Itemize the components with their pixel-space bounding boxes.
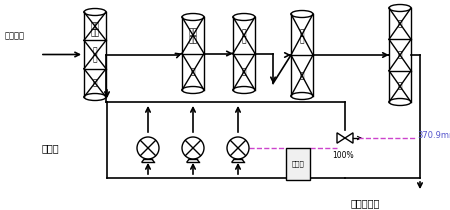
Text: 器: 器	[300, 71, 304, 80]
Text: 脱: 脱	[300, 28, 304, 37]
Text: 洗: 洗	[398, 19, 402, 28]
Text: 洗: 洗	[398, 50, 402, 59]
Polygon shape	[337, 133, 345, 143]
Ellipse shape	[389, 4, 411, 12]
Text: 塔: 塔	[398, 82, 402, 91]
Ellipse shape	[233, 13, 255, 21]
Ellipse shape	[389, 98, 411, 105]
Text: 冷: 冷	[242, 29, 246, 38]
Ellipse shape	[233, 87, 255, 93]
Text: 去压缩工段: 去压缩工段	[350, 198, 380, 208]
Text: 370.9mmHg: 370.9mmHg	[417, 131, 450, 140]
Circle shape	[182, 137, 204, 159]
Text: 却: 却	[242, 36, 246, 45]
Ellipse shape	[182, 13, 204, 21]
Text: 气柜来气: 气柜来气	[5, 32, 25, 41]
Circle shape	[137, 137, 159, 159]
Polygon shape	[345, 133, 353, 143]
Ellipse shape	[84, 8, 106, 16]
Text: 除焦: 除焦	[90, 29, 99, 38]
Text: 静电: 静电	[189, 28, 198, 37]
Ellipse shape	[291, 92, 313, 100]
Text: 除焦: 除焦	[189, 36, 198, 45]
Bar	[286, 148, 310, 180]
Ellipse shape	[182, 87, 204, 93]
Text: 变频器: 变频器	[292, 161, 304, 167]
Text: 硫: 硫	[300, 35, 304, 44]
Ellipse shape	[291, 10, 313, 17]
Text: 焦: 焦	[93, 54, 97, 63]
Circle shape	[227, 137, 249, 159]
Text: 焦: 焦	[191, 67, 195, 76]
Text: 焦: 焦	[93, 78, 97, 87]
Ellipse shape	[84, 93, 106, 101]
Text: 除: 除	[93, 46, 97, 55]
Text: 静电: 静电	[90, 22, 99, 31]
Text: 罗茨机: 罗茨机	[41, 143, 59, 153]
Text: 器: 器	[242, 67, 246, 76]
Text: 100%: 100%	[332, 151, 354, 160]
